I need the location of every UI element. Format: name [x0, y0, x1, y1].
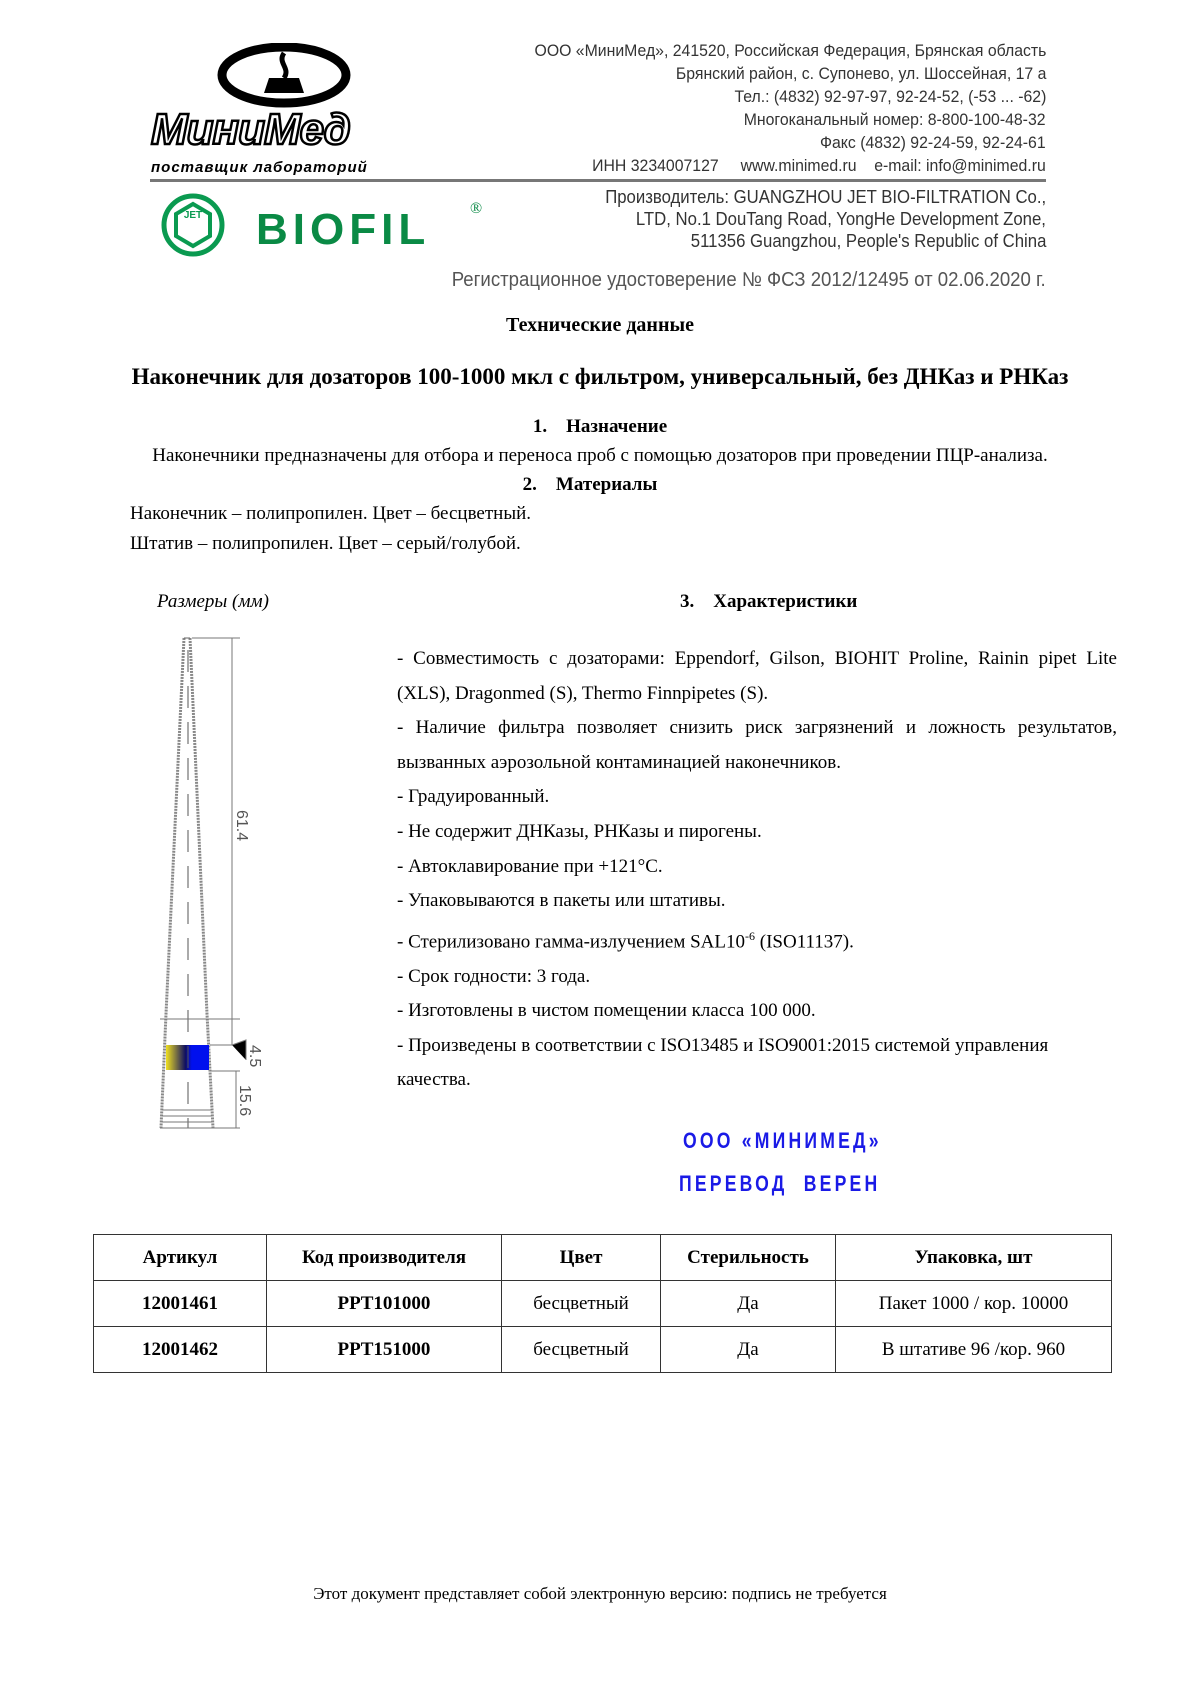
- characteristic-item: - Градуированный.: [397, 786, 550, 808]
- address-line: Брянский район, с. Супонево, ул. Шоссейн…: [675, 64, 1046, 83]
- material-line: Наконечник – полипропилен. Цвет – бесцве…: [130, 503, 532, 524]
- jet-emblem-icon: JET: [161, 193, 225, 257]
- color-cell: бесцветный: [501, 1326, 661, 1373]
- header-divider: [150, 179, 1046, 182]
- col-header: Стерильность: [660, 1234, 836, 1281]
- table-header-row: Артикул Код производителя Цвет Стерильно…: [93, 1234, 1112, 1281]
- section1-heading: 1. Назначение: [532, 416, 668, 437]
- registration-certificate: Регистрационное удостоверение № ФСЗ 2012…: [451, 269, 1046, 291]
- dimension-61-4: 61.4: [233, 810, 250, 841]
- code-cell: PPT151000: [266, 1326, 502, 1373]
- footer-note: Этот документ представляет собой электро…: [313, 1584, 887, 1603]
- minimed-emblem-icon: [217, 42, 351, 108]
- sterile-text: - Стерилизовано гамма-излучением SAL10: [397, 931, 746, 953]
- fax-line: Факс (4832) 92-24-59, 92-24-61: [820, 133, 1046, 152]
- logo-text: МиниМед: [150, 104, 352, 156]
- sterile-standard: (ISO11137).: [755, 931, 854, 953]
- article-cell: 12001461: [93, 1280, 267, 1327]
- sterility-cell: Да: [660, 1280, 836, 1327]
- address-line: ООО «МиниМед», 241520, Российская Федера…: [534, 41, 1046, 60]
- characteristic-item: - Не содержит ДНКазы, РНКазы и пирогены.: [397, 820, 762, 842]
- characteristic-item: - Стерилизовано гамма-излучением SAL10-6…: [397, 919, 1117, 960]
- col-header: Артикул: [93, 1234, 267, 1281]
- section1-text: Наконечники предназначены для отбора и п…: [152, 445, 1048, 466]
- pipette-tip-drawing: 61.4 4.5 15.6: [159, 637, 263, 1129]
- registered-mark: ®: [470, 200, 483, 217]
- email-link[interactable]: e-mail: info@minimed.ru: [874, 156, 1046, 175]
- characteristic-item: - Совместимость с дозаторами: Eppendorf,…: [397, 648, 1117, 704]
- product-table: Артикул Код производителя Цвет Стерильно…: [93, 1234, 1112, 1373]
- article-cell: 12001462: [93, 1326, 267, 1373]
- characteristic-item: - Упаковываются в пакеты или штативы.: [397, 890, 726, 912]
- jet-logo: JET: [160, 192, 226, 258]
- color-cell: бесцветный: [501, 1280, 661, 1327]
- manufacturer-line: Производитель: GUANGZHOU JET BIO-FILTRAT…: [605, 187, 1046, 207]
- section2-heading: 2. Материалы: [522, 474, 658, 495]
- table-row: 12001462 PPT151000 бесцветный Да В штати…: [93, 1326, 1112, 1373]
- dimensions-label: Размеры (мм): [157, 591, 269, 612]
- col-header: Цвет: [501, 1234, 661, 1281]
- biofil-logo: BIOFIL: [256, 205, 431, 254]
- characteristic-item: - Срок годности: 3 года.: [397, 965, 591, 987]
- dimension-15-6: 15.6: [236, 1085, 253, 1116]
- code-cell: PPT101000: [266, 1280, 502, 1327]
- packaging-cell: Пакет 1000 / кор. 10000: [835, 1280, 1112, 1327]
- characteristic-item: - Наличие фильтра позволяет снизить риск…: [397, 717, 1117, 773]
- multichannel-line: Многоканальный номер: 8-800-100-48-32: [744, 110, 1046, 129]
- col-header: Код производителя: [266, 1234, 502, 1281]
- logo-tagline: поставщик лабораторий: [151, 159, 368, 176]
- table-row: 12001461 PPT101000 бесцветный Да Пакет 1…: [93, 1280, 1112, 1327]
- characteristic-item: - Автоклавирование при +121°С.: [397, 855, 663, 877]
- manufacturer-line: LTD, No.1 DouTang Road, YongHe Developme…: [635, 209, 1046, 229]
- characteristics-list: - Совместимость с дозаторами: Eppendorf,…: [397, 642, 1117, 1098]
- characteristic-item: - Изготовлены в чистом помещении класса …: [397, 1000, 816, 1022]
- packaging-cell: В штативе 96 /кор. 960: [835, 1326, 1112, 1373]
- doc-title: Технические данные: [506, 314, 694, 336]
- phone-line: Тел.: (4832) 92-97-97, 92-24-52, (-53 ..…: [734, 87, 1046, 106]
- svg-text:JET: JET: [184, 210, 202, 221]
- contacts-line: ИНН 3234007127 www.minimed.ru e-mail: in…: [592, 156, 1046, 176]
- material-line: Штатив – полипропилен. Цвет – серый/голу…: [130, 533, 521, 554]
- sterility-cell: Да: [660, 1326, 836, 1373]
- col-header: Упаковка, шт: [835, 1234, 1112, 1281]
- inn: ИНН 3234007127: [592, 156, 719, 175]
- website-link[interactable]: www.minimed.ru: [740, 156, 857, 175]
- characteristic-item: - Произведены в соответствии с ISO13485 …: [397, 1034, 1049, 1091]
- minimed-logo: МиниМед поставщик лабораторий: [149, 42, 424, 178]
- sterile-exponent: -6: [745, 928, 756, 943]
- dimension-4-5: 4.5: [246, 1045, 263, 1067]
- stamp-translation-verified: ПЕРЕВОД ВЕРЕН: [679, 1171, 881, 1196]
- product-title: Наконечник для дозаторов 100-1000 мкл с …: [131, 364, 1069, 389]
- section3-heading: 3. Характеристики: [680, 591, 858, 612]
- manufacturer-line: 511356 Guangzhou, People's Republic of C…: [690, 231, 1046, 251]
- stamp-company: ООО «МИНИМЕД»: [683, 1128, 882, 1153]
